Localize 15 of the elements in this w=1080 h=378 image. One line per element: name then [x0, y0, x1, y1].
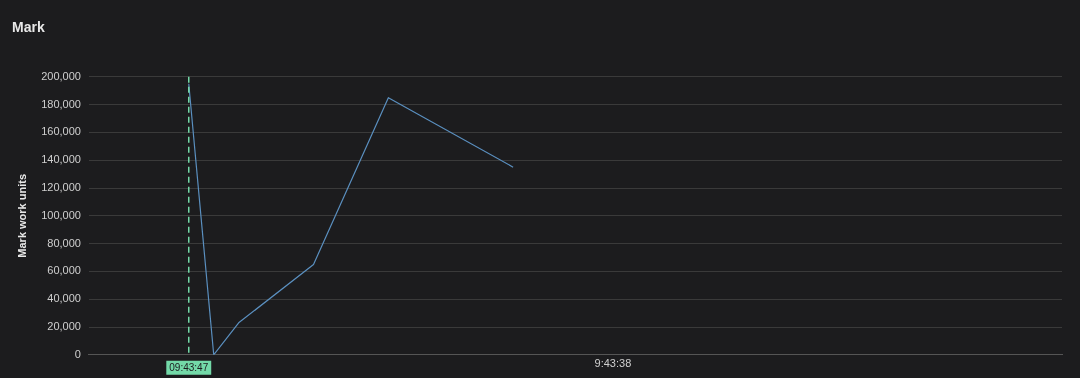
- y-tick-label: 180,000: [41, 97, 81, 110]
- y-tick-label: 0: [74, 347, 81, 360]
- y-tick-label: 100,000: [41, 208, 81, 221]
- x-tick-label: 09:43:47: [169, 361, 209, 373]
- chart-title: Mark: [12, 19, 45, 36]
- y-tick-label: 120,000: [41, 181, 81, 194]
- y-axis-title: Mark work units: [15, 173, 28, 258]
- y-tick-label: 80,000: [47, 236, 81, 249]
- y-tick-label: 40,000: [47, 292, 81, 305]
- x-tick-label: 9:43:38: [594, 357, 632, 370]
- y-tick-label: 140,000: [41, 153, 81, 166]
- y-tick-label: 60,000: [47, 264, 81, 277]
- y-tick-label: 200,000: [41, 69, 81, 82]
- y-tick-label: 160,000: [41, 125, 81, 138]
- y-tick-label: 20,000: [47, 320, 81, 333]
